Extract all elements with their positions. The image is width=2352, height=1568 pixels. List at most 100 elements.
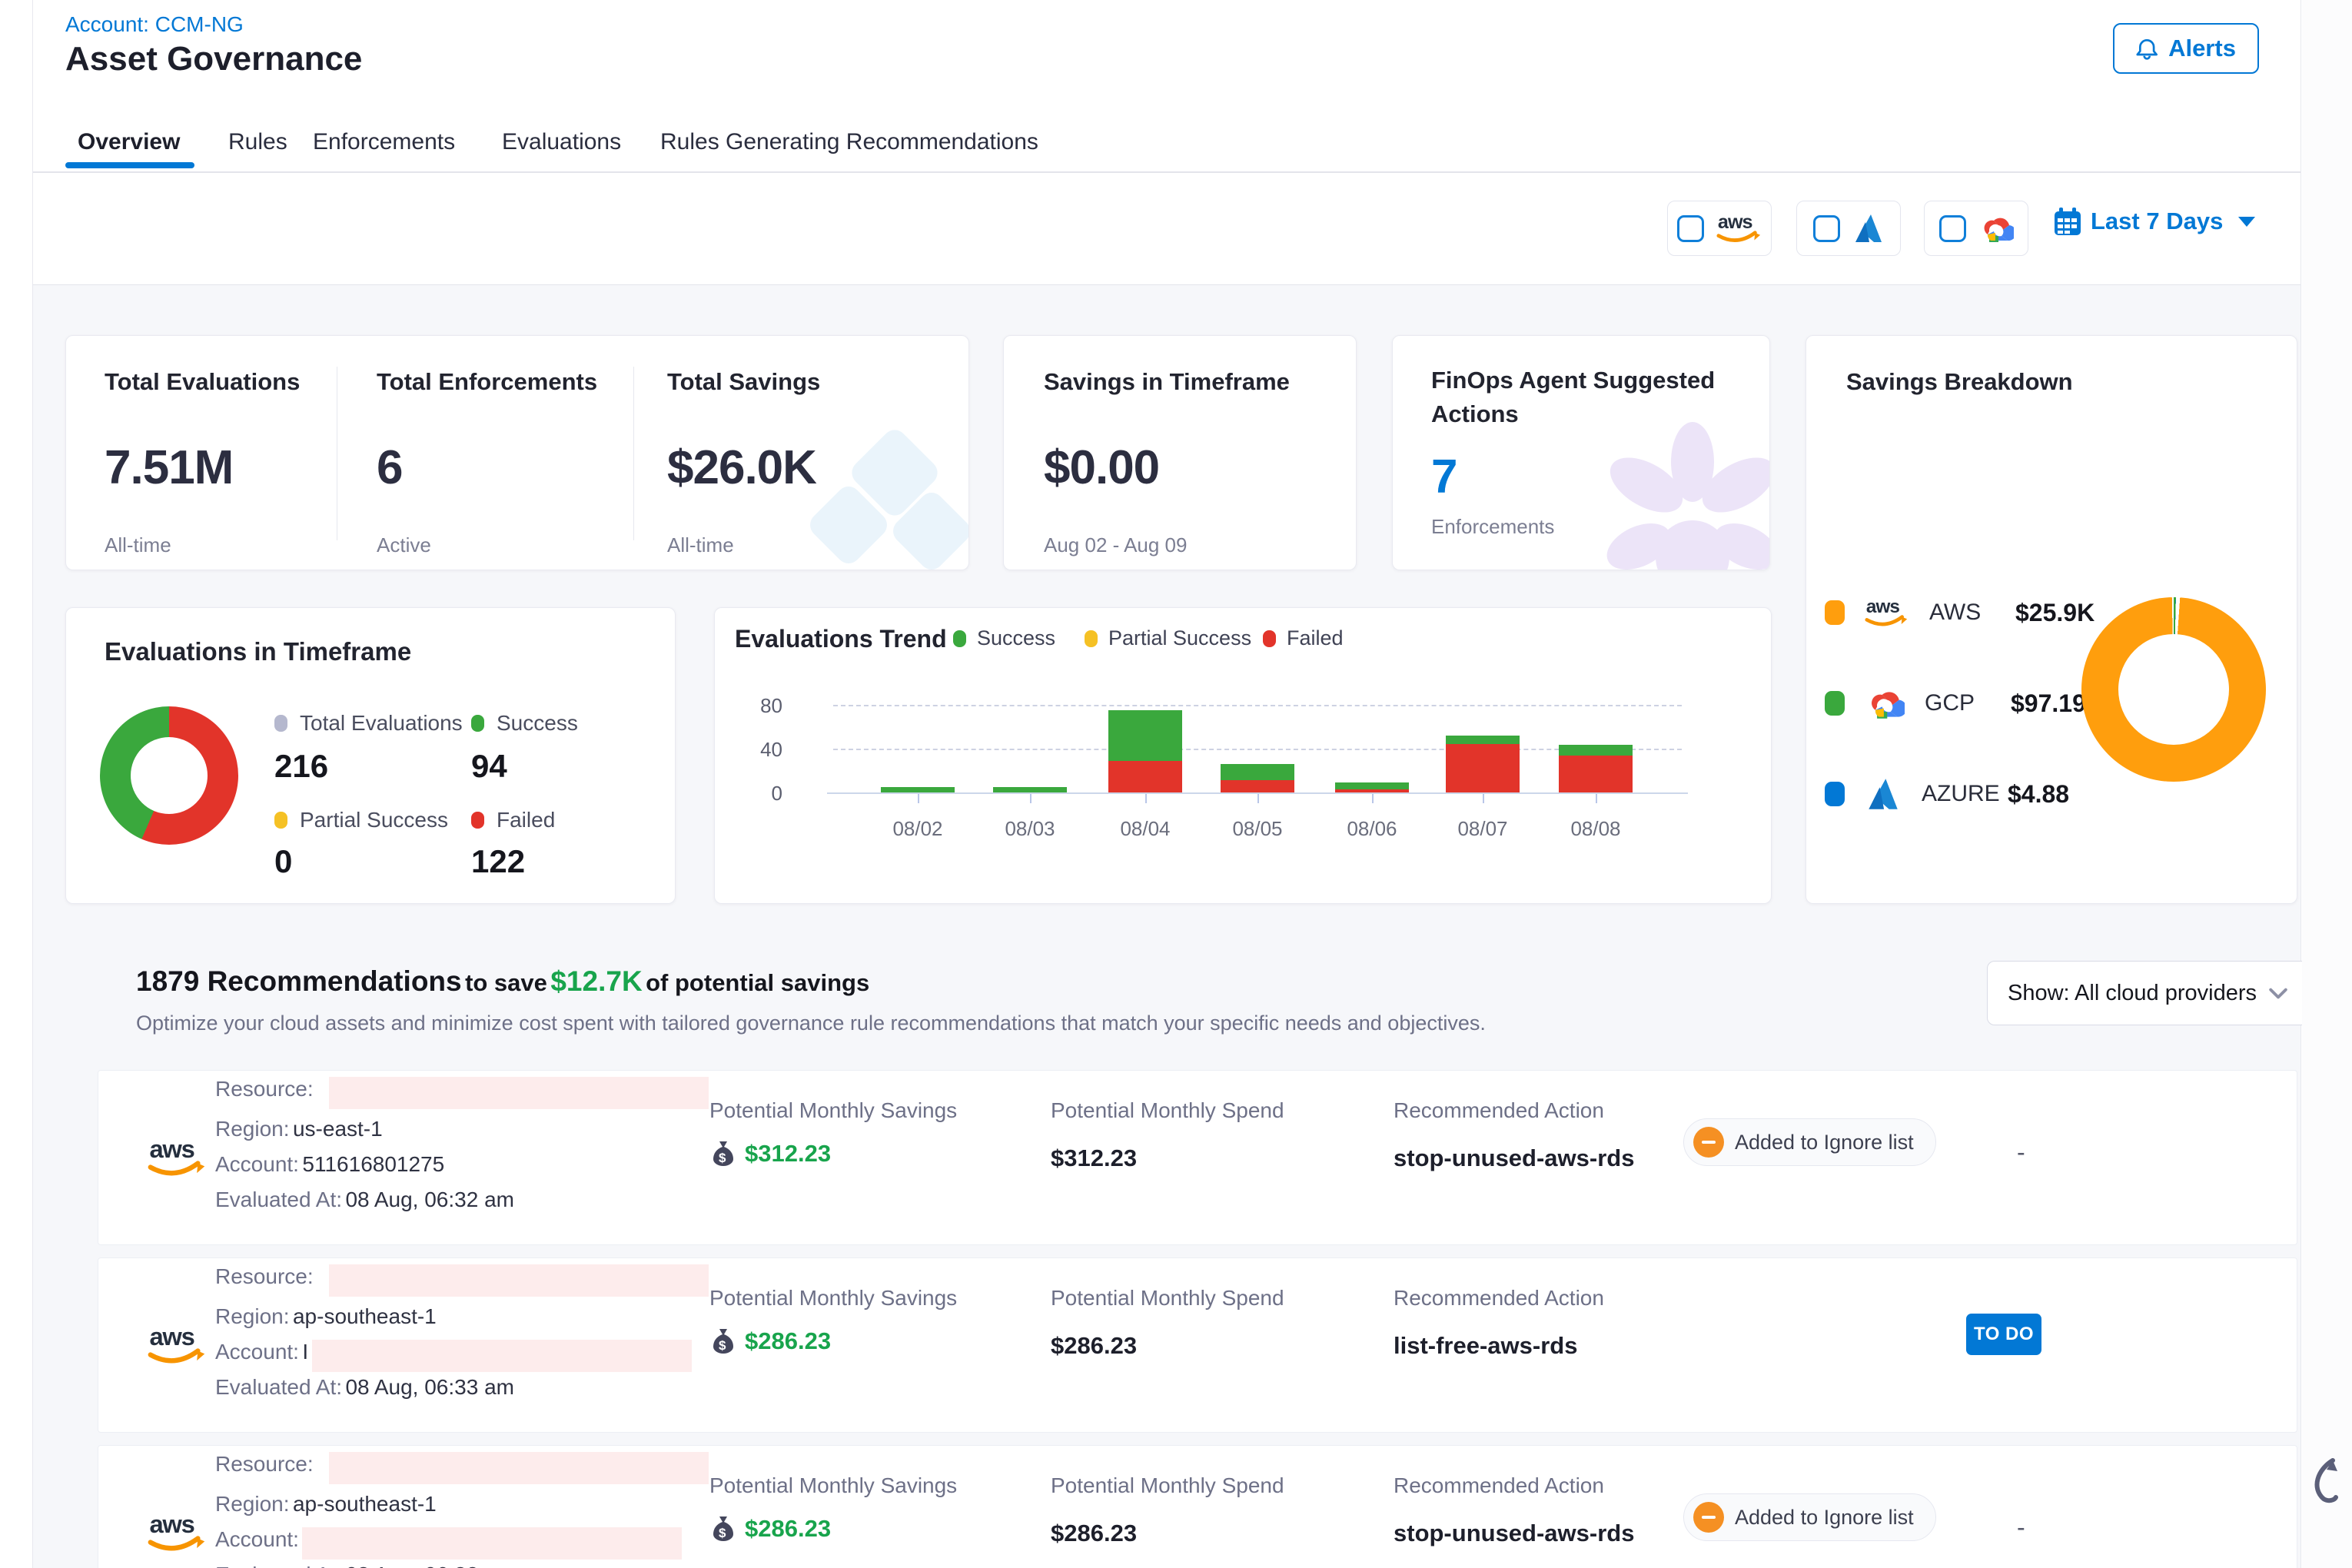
finops-value: 7	[1431, 450, 1457, 503]
aws-logo-icon	[148, 1323, 208, 1367]
account-breadcrumb-link[interactable]: Account: CCM-NG	[65, 12, 244, 36]
calendar-icon	[2055, 208, 2081, 235]
account-label: Account:	[215, 1527, 299, 1552]
right-rail	[2302, 0, 2352, 1568]
total-evaluations-sub: All-time	[105, 533, 171, 556]
spend-value: $286.23	[1051, 1520, 1138, 1546]
spend-column-label: Potential Monthly Spend	[1051, 1286, 1284, 1310]
trend-bar-08/03	[993, 787, 1067, 792]
finops-sub: Enforcements	[1431, 515, 1555, 538]
spend-column-label: Potential Monthly Spend	[1051, 1473, 1284, 1497]
region-value: us-east-1	[292, 1117, 383, 1141]
x-tick	[918, 794, 919, 803]
region-label: Region:	[215, 1304, 290, 1328]
trend-legend-partial: Partial Success	[1085, 626, 1251, 650]
redacted-resource-value	[329, 1452, 709, 1484]
action-value: stop-unused-aws-rds	[1394, 1144, 1635, 1171]
gcp-logo-icon	[1984, 218, 2014, 242]
savings-breakdown-legend: AWS $25.9K GCP $97.19 AZURE $4.88	[1825, 590, 2095, 817]
finops-label: FinOps Agent Suggested Actions	[1431, 367, 1716, 427]
aws-checkbox[interactable]	[1676, 214, 1704, 242]
tab-evaluations[interactable]: Evaluations	[502, 129, 622, 154]
account-line: Account: 511616801275	[215, 1152, 444, 1177]
resource-line: Resource:	[215, 1077, 709, 1109]
evaluated-value: 08 Aug, 06:33 am	[345, 1375, 514, 1399]
divider	[633, 367, 634, 540]
savings-timeframe-value: $0.00	[1044, 441, 1160, 494]
trailing-dash: -	[2017, 1138, 2025, 1166]
page-title: Asset Governance	[65, 40, 363, 78]
trend-legend-success: Success	[953, 626, 1055, 650]
date-range-filter[interactable]: Last 7 Days	[2054, 208, 2256, 235]
partial-success-legend-label: Partial Success	[300, 808, 448, 832]
trend-bar-08/07	[1446, 736, 1520, 792]
total-evaluations-value: 7.51M	[105, 441, 234, 494]
account-value-prefix: I	[302, 1340, 309, 1364]
evaluated-value: 08 Aug, 06:32 am	[345, 1188, 514, 1211]
total-savings-value: $26.0K	[667, 441, 817, 494]
money-bag-icon	[713, 1141, 733, 1166]
success-segment	[881, 787, 955, 792]
cloud-provider-select[interactable]: Show: All cloud providers	[1987, 961, 2308, 1025]
gcp-checkbox[interactable]	[1938, 214, 1966, 242]
failed-count: 122	[471, 843, 526, 879]
status-label: Added to Ignore list	[1735, 1505, 1914, 1529]
recommendation-row[interactable]: Resource: Region: ap-southeast-1 Account…	[98, 1257, 2297, 1433]
gcp-filter-chip[interactable]	[1924, 201, 2028, 256]
suffix-text: of potential savings	[646, 969, 870, 996]
redacted-resource-value	[329, 1077, 709, 1109]
added-to-ignore-list-chip[interactable]: Added to Ignore list	[1683, 1493, 1936, 1541]
tab-enforcements[interactable]: Enforcements	[313, 129, 456, 154]
account-label: Account:	[215, 1152, 299, 1176]
azure-checkbox[interactable]	[1812, 214, 1840, 242]
evaluated-label: Evaluated At:	[215, 1375, 343, 1399]
savings-breakdown-card: Savings Breakdown AWS $25.9K GCP $97.19	[1806, 335, 2297, 904]
region-value: ap-southeast-1	[292, 1304, 437, 1328]
tab-overview[interactable]: Overview	[78, 129, 181, 154]
trend-bar-08/08	[1559, 745, 1633, 792]
recommendations-title: 1879 Recommendations to save $12.7K of p…	[136, 965, 869, 998]
x-label-08/06: 08/06	[1347, 817, 1397, 840]
total-enforcements-sub: Active	[377, 533, 431, 556]
recommendation-row[interactable]: Resource: Region: ap-southeast-1 Account…	[98, 1445, 2297, 1568]
aws-legend-value: $25.9K	[2015, 598, 2095, 626]
finops-card: FinOps Agent Suggested Actions 7 Enforce…	[1392, 335, 1770, 570]
region-label: Region:	[215, 1117, 290, 1141]
x-label-08/08: 08/08	[1570, 817, 1621, 840]
savings-value: $286.23	[745, 1327, 832, 1354]
resource-label: Resource:	[215, 1264, 314, 1289]
total-enforcements-label: Total Enforcements	[377, 368, 598, 395]
recommendations-count: 1879 Recommendations	[136, 965, 462, 997]
savings-value: $286.23	[745, 1515, 832, 1542]
evaluated-line: Evaluated At: 08 Aug, 06:32 am	[215, 1563, 514, 1568]
filter-row-divider	[33, 284, 2301, 285]
savings-timeframe-card: Savings in Timeframe $0.00 Aug 02 - Aug …	[1003, 335, 1357, 570]
aws-legend-label: AWS	[1929, 600, 1982, 625]
added-to-ignore-list-chip[interactable]: Added to Ignore list	[1683, 1118, 1936, 1166]
partial-cursor-icon	[2314, 1458, 2338, 1503]
aws-logo-icon	[1716, 211, 1762, 245]
region-line: Region: us-east-1	[215, 1117, 383, 1141]
azure-filter-chip[interactable]	[1796, 201, 1901, 256]
savings-timeframe-label: Savings in Timeframe	[1044, 368, 1290, 395]
recommendation-row[interactable]: Resource: Region: us-east-1 Account: 511…	[98, 1070, 2297, 1245]
aws-filter-chip[interactable]	[1667, 201, 1772, 256]
tab-rules-generating-recommendations[interactable]: Rules Generating Recommendations	[660, 129, 1038, 154]
legend-partial-success: Partial Success	[274, 808, 448, 832]
trend-bar-08/06	[1335, 782, 1409, 792]
x-label-08/07: 08/07	[1457, 817, 1508, 840]
failed-segment	[1221, 780, 1294, 792]
trend-success-label: Success	[977, 626, 1056, 649]
evaluated-label: Evaluated At:	[215, 1188, 343, 1211]
success-segment	[1335, 782, 1409, 789]
x-axis-line	[827, 792, 1688, 794]
todo-status-badge[interactable]: TO DO	[1966, 1314, 2041, 1355]
tab-rules[interactable]: Rules	[228, 129, 287, 154]
alerts-button-label: Alerts	[2168, 35, 2236, 61]
chevron-down-icon	[2269, 988, 2287, 998]
legend-failed: Failed	[471, 808, 555, 832]
date-range-label: Last 7 Days	[2091, 208, 2224, 234]
success-legend-label: Success	[497, 711, 578, 735]
trend-partial-label: Partial Success	[1108, 626, 1252, 649]
alerts-button[interactable]: Alerts	[2113, 23, 2259, 74]
